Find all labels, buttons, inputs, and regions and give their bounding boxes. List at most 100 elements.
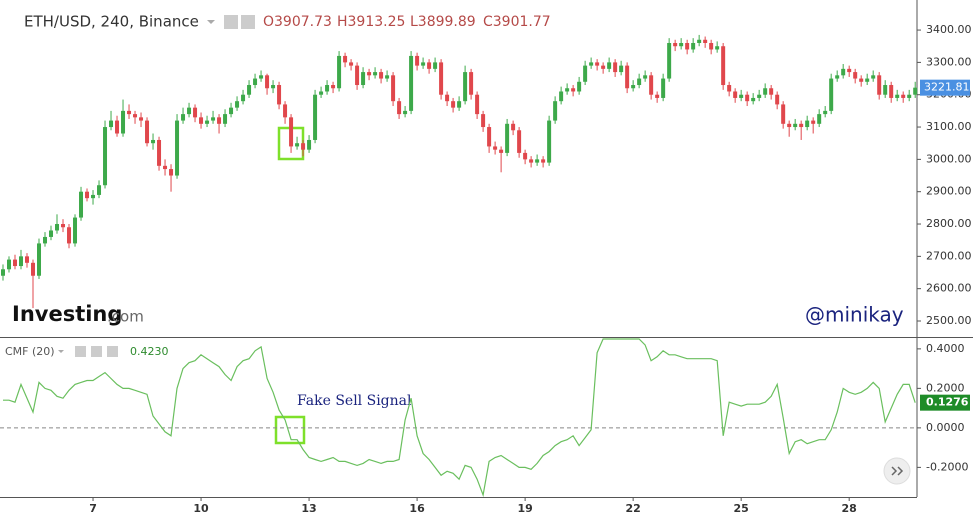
candle-body: [805, 120, 810, 128]
candle-body: [559, 91, 564, 102]
candle-body: [397, 101, 402, 115]
candle-body: [325, 85, 330, 92]
candle-body: [613, 62, 618, 73]
candle-body: [73, 217, 78, 244]
candle-body: [13, 259, 18, 267]
dropdown-caret[interactable]: [58, 350, 64, 353]
candle-body: [175, 120, 180, 176]
scroll-icon[interactable]: [891, 466, 904, 476]
y-tick-label: 2900.00: [926, 185, 972, 198]
y-tick-label: 3000.00: [926, 152, 972, 165]
x-tick-label: 13: [301, 502, 316, 515]
y-tick-label: 2700.00: [926, 249, 972, 262]
candle-body: [433, 62, 438, 69]
candle-body: [373, 72, 378, 76]
candle-body: [529, 159, 534, 163]
candle-body: [67, 227, 72, 244]
candle-body: [745, 94, 750, 102]
candle-body: [385, 75, 390, 79]
candle-body: [1, 269, 6, 276]
candle-body: [319, 91, 324, 95]
annotation: Fake Sell Signal: [297, 393, 412, 409]
candle-body: [259, 75, 264, 79]
y-tick-label: -0.2000: [926, 460, 968, 473]
eye-icon[interactable]: [224, 15, 238, 29]
y-tick-label: 2800.00: [926, 217, 972, 230]
candle-body: [847, 68, 852, 73]
candle-body: [781, 104, 786, 124]
ohlc-low: L3899.89: [410, 14, 476, 30]
candle-body: [835, 75, 840, 79]
candle-body: [649, 75, 654, 95]
candle-body: [547, 120, 552, 163]
candle-body: [661, 78, 666, 98]
x-tick-label: 25: [734, 502, 749, 515]
candle-body: [883, 85, 888, 95]
candle-body: [295, 143, 300, 147]
candle-body: [499, 149, 504, 153]
candle-body: [763, 88, 768, 95]
candle-body: [673, 42, 678, 47]
candle-body: [769, 88, 774, 95]
last-value-tag: [920, 394, 970, 411]
x-tick-label: 16: [409, 502, 425, 515]
candle-body: [691, 42, 696, 50]
candle-body: [265, 75, 270, 89]
ohlc-close: C3901.77: [483, 14, 551, 30]
candle-body: [787, 123, 792, 128]
candle-body: [223, 114, 228, 124]
candle-body: [289, 117, 294, 147]
candle-body: [145, 120, 150, 144]
candle-body: [757, 94, 762, 98]
candle-body: [667, 42, 672, 79]
candle-body: [49, 230, 54, 237]
candle-body: [607, 62, 612, 69]
symbol-title: ETH/USD, 240, Binance: [24, 13, 199, 31]
candle-body: [469, 72, 474, 95]
candle-body: [865, 78, 870, 82]
candle-body: [853, 72, 858, 79]
candle-body: [463, 72, 468, 102]
x-tick-label: 22: [625, 502, 640, 515]
candle-body: [91, 194, 96, 199]
candle-body: [637, 78, 642, 86]
settings-icon[interactable]: [91, 346, 102, 357]
y-tick-label: 2500.00: [926, 314, 972, 327]
candle-body: [877, 75, 882, 95]
dropdown-caret[interactable]: [207, 20, 215, 24]
candle-body: [187, 107, 192, 115]
y-tick-label: 3100.00: [926, 120, 972, 133]
candle-body: [253, 78, 258, 86]
candle-body: [487, 127, 492, 147]
candle-body: [181, 114, 186, 121]
candle-body: [679, 42, 684, 47]
candle-body: [349, 62, 354, 66]
candle-body: [415, 55, 420, 66]
candle-body: [199, 117, 204, 124]
candle-body: [913, 87, 918, 95]
candle-body: [61, 224, 66, 228]
candle-body: [367, 72, 372, 76]
y-tick-label: 2600.00: [926, 282, 972, 295]
candle-body: [169, 169, 174, 176]
candle-body: [907, 94, 912, 98]
candle-body: [163, 165, 168, 170]
candle-body: [55, 224, 60, 231]
candle-body: [19, 256, 24, 267]
candle-body: [733, 91, 738, 98]
candle-body: [37, 243, 42, 276]
eye-icon[interactable]: [75, 346, 86, 357]
x-tick-label: 28: [842, 502, 857, 515]
candle-body: [475, 94, 480, 115]
close-icon[interactable]: [107, 346, 118, 357]
candle-body: [313, 94, 318, 140]
y-tick-label: 3300.00: [926, 55, 972, 68]
candle-body: [541, 159, 546, 163]
candle-body: [517, 130, 522, 153]
candle-body: [799, 123, 804, 128]
candle-body: [643, 75, 648, 79]
candle-body: [697, 39, 702, 43]
candle-body: [565, 88, 570, 92]
settings-icon[interactable]: [241, 15, 255, 29]
candle-body: [241, 94, 246, 102]
